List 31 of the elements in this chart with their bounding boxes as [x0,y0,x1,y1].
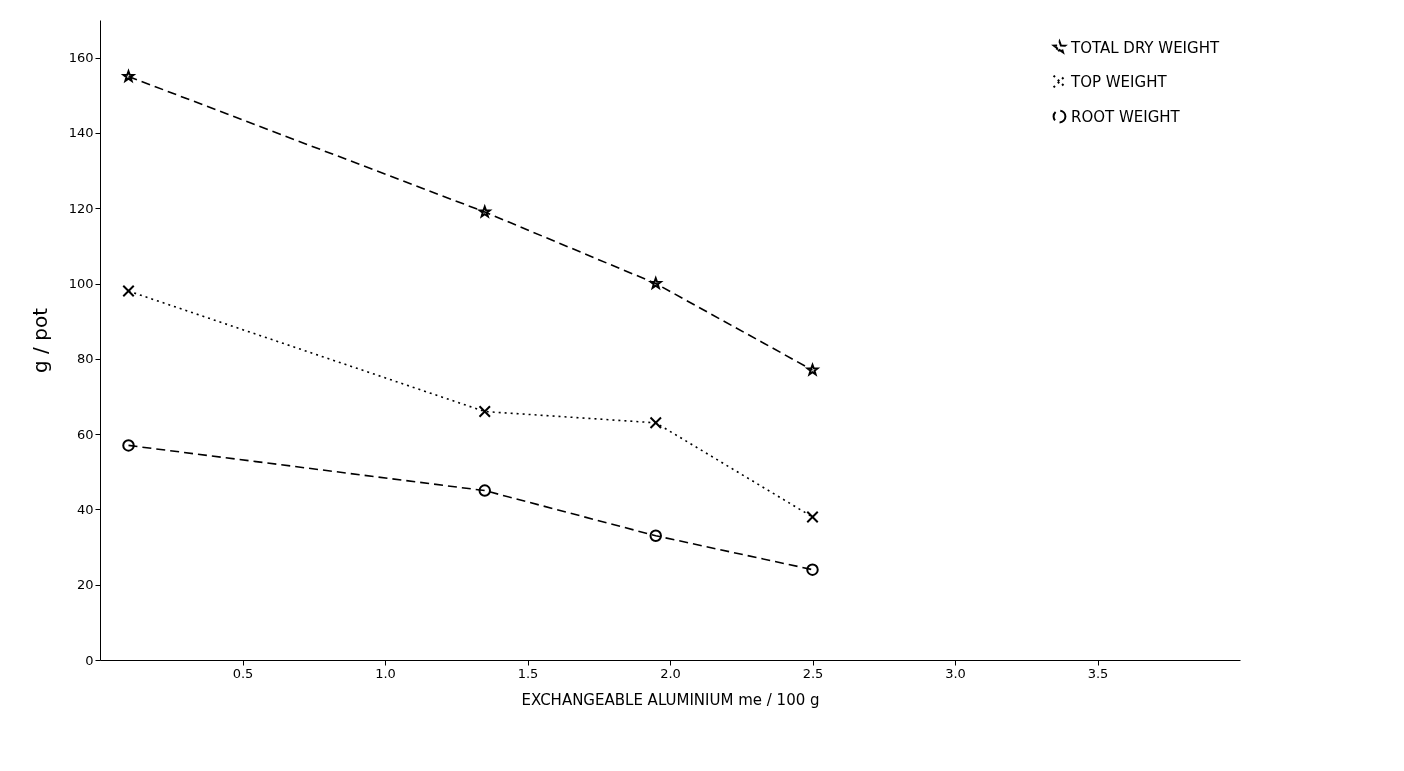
y-tick-label: 60 [76,426,94,442]
legend-label: TOP WEIGHT [1070,72,1168,91]
y-tick-label: 20 [76,577,94,593]
x-tick-label: 1.0 [375,665,396,681]
x-tick-label: 2.5 [802,665,824,681]
y-tick-label: 120 [68,200,94,216]
point [806,510,819,524]
point [120,68,137,84]
point [122,439,135,452]
point [478,405,491,418]
y-tick-label: 80 [76,351,94,367]
y-tick-label: 140 [68,125,94,141]
legend-label: TOTAL DRY WEIGHT [1070,38,1220,57]
x-tick-label: 3.0 [945,665,966,681]
x-tick-label: 2.0 [660,665,681,681]
y-tick-label: 160 [68,50,94,66]
point [478,484,491,497]
point [649,416,662,430]
y-tick-label: 40 [76,501,94,517]
legend-label: ROOT WEIGHT [1071,107,1181,126]
y-tick-label: 100 [68,276,94,292]
point [806,563,819,576]
y-tick-label: 0 [85,652,94,668]
y-axis-title: g / pot [27,307,52,373]
x-tick-label: 1.5 [517,665,539,681]
x-tick-label: 3.5 [1087,665,1109,681]
point [804,362,821,377]
point [122,284,135,298]
x-tick-label: 0.5 [232,665,254,681]
x-axis-title: EXCHANGEABLE ALUMINIUM me / 100 g [521,690,820,709]
point [649,529,662,542]
